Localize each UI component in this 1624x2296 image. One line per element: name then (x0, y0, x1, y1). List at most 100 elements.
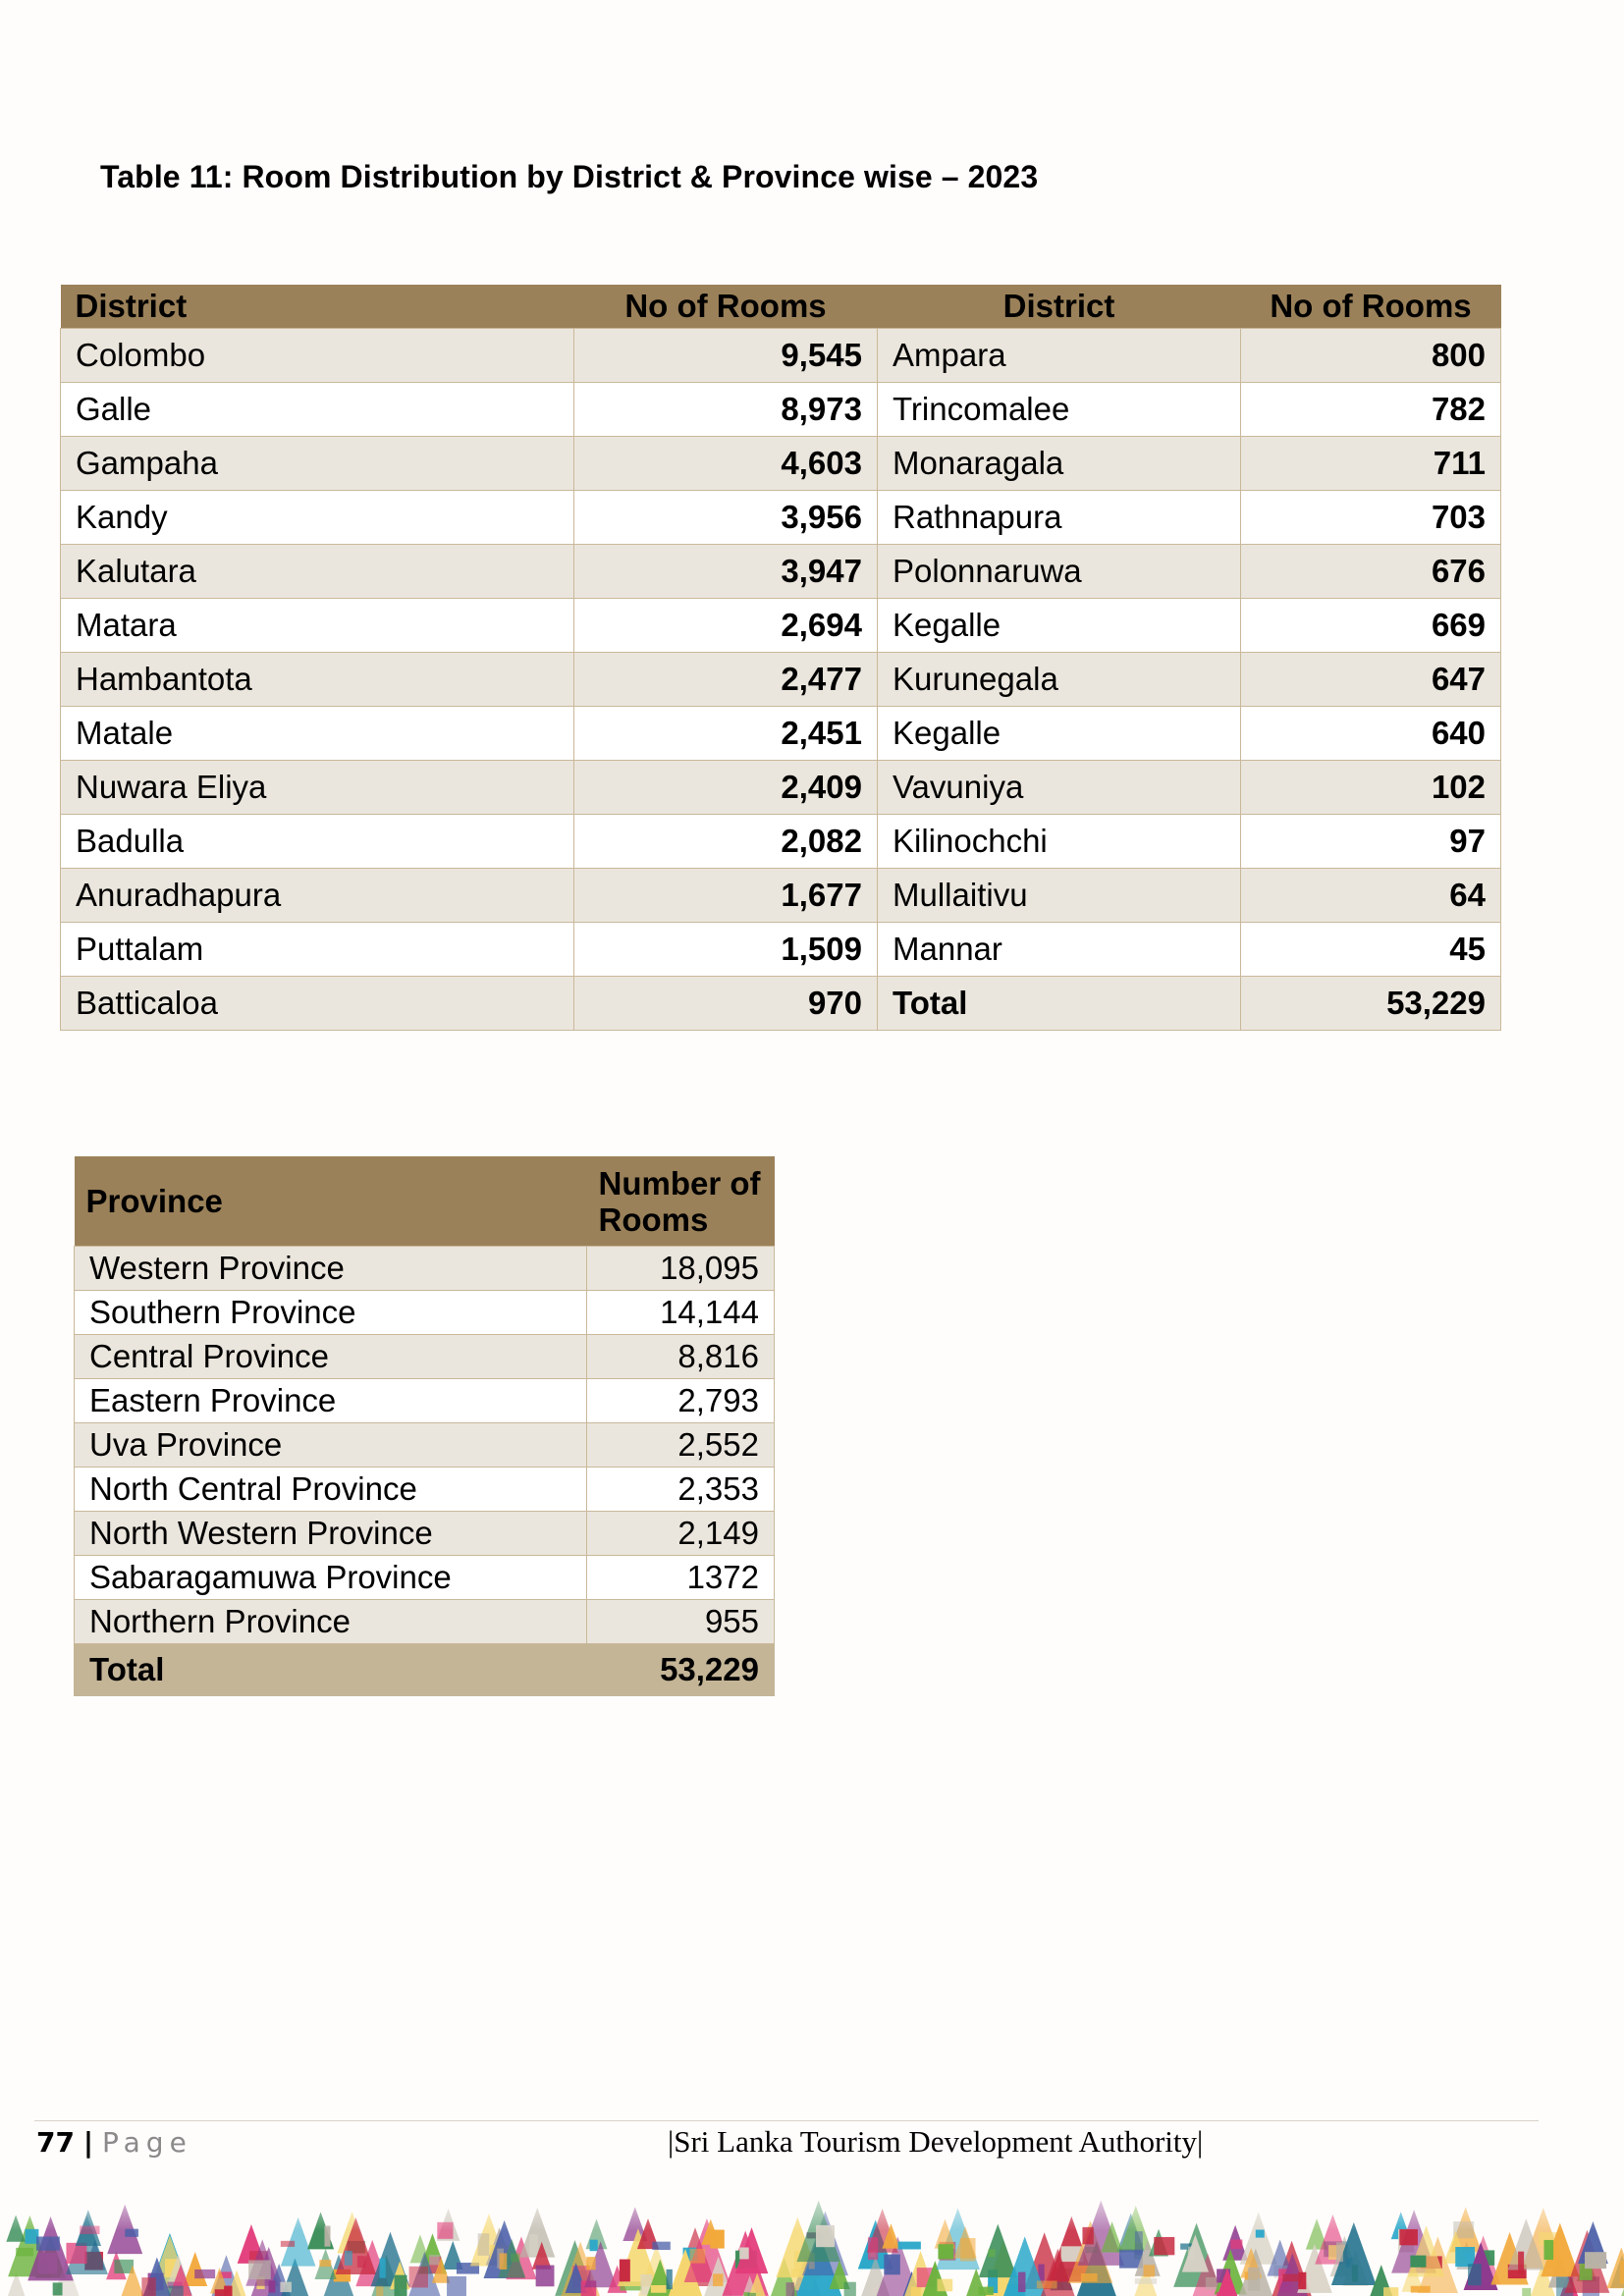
rooms-count-cell: 3,947 (573, 544, 878, 599)
table-row: Colombo 9,545 Ampara 800 (60, 328, 1501, 383)
rooms-count-cell: 800 (1240, 328, 1501, 383)
district-name-cell: Mullaitivu (877, 868, 1241, 923)
table-row: Kalutara 3,947 Polonnaruwa 676 (60, 544, 1501, 599)
rooms-count-cell: 703 (1240, 490, 1501, 545)
rooms-count-cell: 53,229 (1240, 976, 1501, 1031)
total-label-cell: Total (74, 1643, 587, 1696)
rooms-count-cell: 2,694 (573, 598, 878, 653)
rooms-count-cell: 970 (573, 976, 878, 1031)
footer-organization: |Sri Lanka Tourism Development Authority… (668, 2124, 1204, 2159)
page-title: Table 11: Room Distribution by District … (100, 159, 1039, 194)
table-header-row: Province Number of Rooms (74, 1156, 775, 1247)
column-header-district: District (60, 285, 574, 329)
rooms-count-cell: 8,816 (586, 1334, 775, 1379)
rooms-count-cell: 18,095 (586, 1246, 775, 1291)
rooms-count-cell: 2,353 (586, 1467, 775, 1512)
rooms-count-cell: 782 (1240, 382, 1501, 437)
table-row: Anuradhapura 1,677 Mullaitivu 64 (60, 868, 1501, 923)
rooms-count-cell: 2,793 (586, 1378, 775, 1423)
column-header-rooms: No of Rooms (1240, 285, 1501, 329)
province-name-cell: North Central Province (74, 1467, 587, 1512)
district-name-cell: Anuradhapura (60, 868, 574, 923)
rooms-count-cell: 2,149 (586, 1511, 775, 1556)
district-name-cell: Kegalle (877, 598, 1241, 653)
district-name-cell: Puttalam (60, 922, 574, 977)
district-name-cell: Trincomalee (877, 382, 1241, 437)
table-row: Matara 2,694 Kegalle 669 (60, 598, 1501, 653)
rooms-count-cell: 669 (1240, 598, 1501, 653)
column-header-rooms: No of Rooms (573, 285, 878, 329)
district-name-cell: Kilinochchi (877, 814, 1241, 869)
district-name-cell: Kandy (60, 490, 574, 545)
page-number: 77 | Page (36, 2126, 192, 2159)
rooms-count-cell: 711 (1240, 436, 1501, 491)
rooms-count-cell: 8,973 (573, 382, 878, 437)
rooms-count-cell: 1,509 (573, 922, 878, 977)
rooms-count-cell: 102 (1240, 760, 1501, 815)
rooms-count-cell: 2,409 (573, 760, 878, 815)
rooms-count-cell: 2,477 (573, 652, 878, 707)
province-name-cell: North Western Province (74, 1511, 587, 1556)
table-row: Central Province 8,816 (74, 1334, 775, 1379)
footer-divider (34, 2120, 1539, 2121)
district-name-cell: Kalutara (60, 544, 574, 599)
rooms-count-cell: 640 (1240, 706, 1501, 761)
district-name-cell: Kegalle (877, 706, 1241, 761)
district-name-cell: Galle (60, 382, 574, 437)
total-value-cell: 53,229 (586, 1643, 775, 1696)
province-name-cell: Southern Province (74, 1290, 587, 1335)
table-row: North Western Province 2,149 (74, 1511, 775, 1556)
table-row: Hambantota 2,477 Kurunegala 647 (60, 652, 1501, 707)
district-name-cell: Rathnapura (877, 490, 1241, 545)
district-name-cell: Kurunegala (877, 652, 1241, 707)
rooms-count-cell: 955 (586, 1599, 775, 1644)
district-name-cell: Batticaloa (60, 976, 574, 1031)
column-header-province: Province (74, 1156, 587, 1247)
table-row: North Central Province 2,353 (74, 1467, 775, 1512)
rooms-count-cell: 9,545 (573, 328, 878, 383)
district-name-cell: Polonnaruwa (877, 544, 1241, 599)
district-name-cell: Monaragala (877, 436, 1241, 491)
rooms-count-cell: 647 (1240, 652, 1501, 707)
rooms-count-cell: 2,552 (586, 1422, 775, 1468)
table-row: Southern Province 14,144 (74, 1290, 775, 1335)
district-rooms-table: District No of Rooms District No of Room… (60, 285, 1501, 1031)
rooms-count-cell: 2,451 (573, 706, 878, 761)
rooms-count-cell: 64 (1240, 868, 1501, 923)
province-rooms-table: Province Number of Rooms Western Provinc… (74, 1156, 775, 1696)
district-name-cell: Hambantota (60, 652, 574, 707)
table-row: Western Province 18,095 (74, 1246, 775, 1291)
table-row: Puttalam 1,509 Mannar 45 (60, 922, 1501, 977)
table-row: Eastern Province 2,793 (74, 1378, 775, 1423)
column-header-district: District (877, 285, 1241, 329)
total-row: Total 53,229 (74, 1643, 775, 1696)
district-name-cell: Gampaha (60, 436, 574, 491)
rooms-count-cell: 676 (1240, 544, 1501, 599)
table-row: Northern Province 955 (74, 1599, 775, 1644)
page-label: Page (102, 2126, 192, 2159)
table-row: Sabaragamuwa Province 1372 (74, 1555, 775, 1600)
district-name-cell: Nuwara Eliya (60, 760, 574, 815)
table-row: Kandy 3,956 Rathnapura 703 (60, 490, 1501, 545)
district-name-cell: Colombo (60, 328, 574, 383)
district-name-cell: Matara (60, 598, 574, 653)
district-name-cell: Matale (60, 706, 574, 761)
table-row: Matale 2,451 Kegalle 640 (60, 706, 1501, 761)
province-name-cell: Northern Province (74, 1599, 587, 1644)
column-header-rooms: Number of Rooms (586, 1156, 775, 1247)
province-name-cell: Sabaragamuwa Province (74, 1555, 587, 1600)
decorative-mosaic-band (0, 2177, 1624, 2296)
rooms-count-cell: 14,144 (586, 1290, 775, 1335)
province-name-cell: Uva Province (74, 1422, 587, 1468)
rooms-count-cell: 97 (1240, 814, 1501, 869)
rooms-count-cell: 45 (1240, 922, 1501, 977)
rooms-count-cell: 4,603 (573, 436, 878, 491)
district-name-cell: Total (877, 976, 1241, 1031)
province-name-cell: Central Province (74, 1334, 587, 1379)
district-name-cell: Badulla (60, 814, 574, 869)
district-name-cell: Mannar (877, 922, 1241, 977)
province-name-cell: Eastern Province (74, 1378, 587, 1423)
table-row: Uva Province 2,552 (74, 1422, 775, 1468)
table-row: Badulla 2,082 Kilinochchi 97 (60, 814, 1501, 869)
table-row: Nuwara Eliya 2,409 Vavuniya 102 (60, 760, 1501, 815)
